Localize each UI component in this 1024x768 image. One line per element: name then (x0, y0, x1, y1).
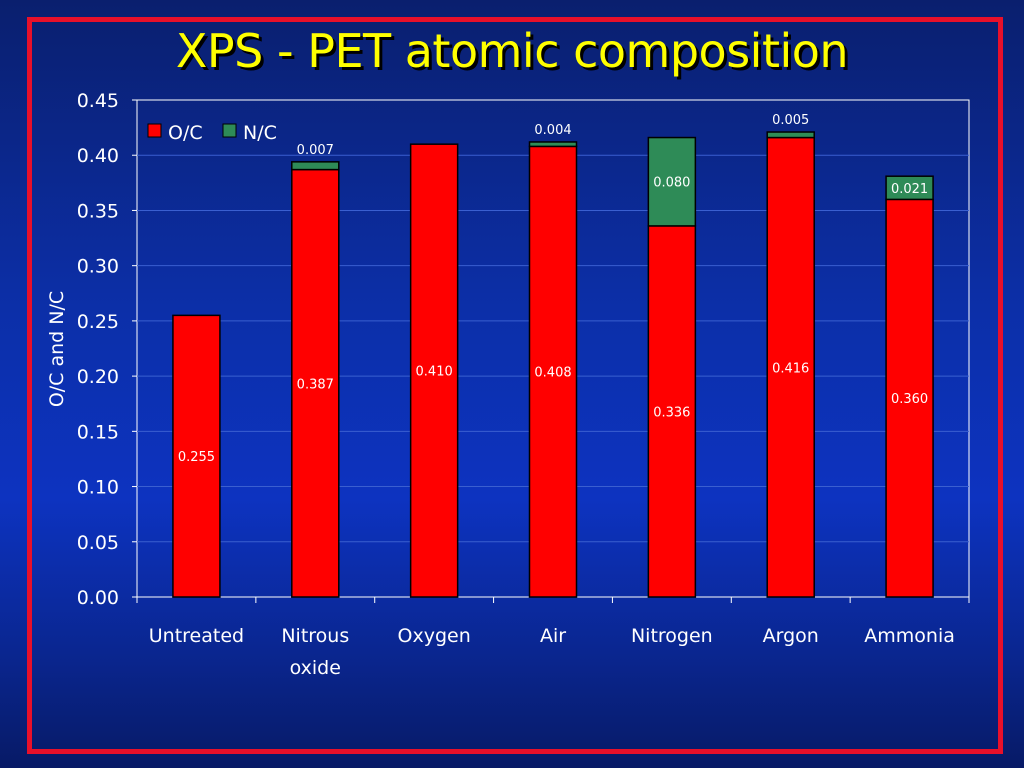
x-category-label: Argon (763, 625, 819, 647)
data-label-nc: 0.021 (891, 182, 928, 197)
bar-nc (291, 161, 340, 171)
slide-border (27, 17, 1003, 754)
legend: O/C N/C (147, 122, 277, 144)
y-axis: 0.00 0.05 0.10 0.15 0.20 0.25 0.30 0.35 0.40 0.45 (77, 90, 137, 609)
x-axis: Untreated Nitrous oxide Oxygen Air Nitrogen Ar… (136, 597, 970, 679)
x-category-label: Nitrogen (631, 625, 713, 647)
data-label-oc: 0.255 (178, 450, 215, 465)
x-category-label: Oxygen (398, 625, 471, 647)
x-category-label: Nitrous oxide (281, 625, 349, 679)
x-category-label: Untreated (149, 625, 244, 647)
y-tick-label: 0.10 (77, 477, 119, 499)
data-label-nc: 0.080 (653, 176, 690, 191)
data-label-oc: 0.360 (891, 392, 928, 407)
legend-label: N/C (243, 122, 277, 144)
bar-oc (885, 198, 934, 598)
data-label-oc: 0.387 (297, 377, 334, 392)
x-category-label: Air (540, 625, 566, 647)
bar-oc (528, 145, 578, 598)
data-label-oc: 0.336 (653, 405, 690, 420)
bar-nc (647, 136, 697, 227)
bar-oc (409, 143, 459, 598)
y-axis-label: O/C and N/C (46, 291, 68, 407)
bar-oc (172, 314, 221, 598)
bar-nc (528, 141, 578, 148)
y-tick-label: 0.15 (77, 421, 119, 443)
legend-swatch (147, 123, 162, 138)
x-category-label: Ammonia (864, 625, 955, 647)
y-tick-label: 0.40 (77, 145, 119, 167)
bars: 0.255 0.387 0.007 0.410 0.408 0.004 0.336 0.080… (172, 113, 934, 598)
data-label-oc: 0.408 (534, 366, 571, 381)
slide-title: XPS - PET atomic composition (175, 24, 849, 78)
y-tick-label: 0.20 (77, 366, 119, 388)
data-label-nc: 0.005 (772, 113, 809, 128)
y-tick-label: 0.35 (77, 200, 119, 222)
y-tick-label: 0.05 (77, 532, 119, 554)
legend-swatch (222, 123, 237, 138)
bar-nc (885, 175, 934, 201)
legend-label: O/C (168, 122, 203, 144)
bar-nc (766, 131, 815, 139)
bar-oc (766, 136, 815, 598)
data-label-nc: 0.007 (297, 143, 334, 158)
y-tick-label: 0.25 (77, 311, 119, 333)
y-tick-label: 0.45 (77, 90, 119, 112)
bar-oc (291, 168, 340, 598)
data-label-nc: 0.004 (534, 123, 571, 138)
y-tick-label: 0.30 (77, 256, 119, 278)
y-tick-label: 0.00 (77, 587, 119, 609)
data-label-oc: 0.416 (772, 361, 809, 376)
data-label-oc: 0.410 (416, 365, 453, 380)
